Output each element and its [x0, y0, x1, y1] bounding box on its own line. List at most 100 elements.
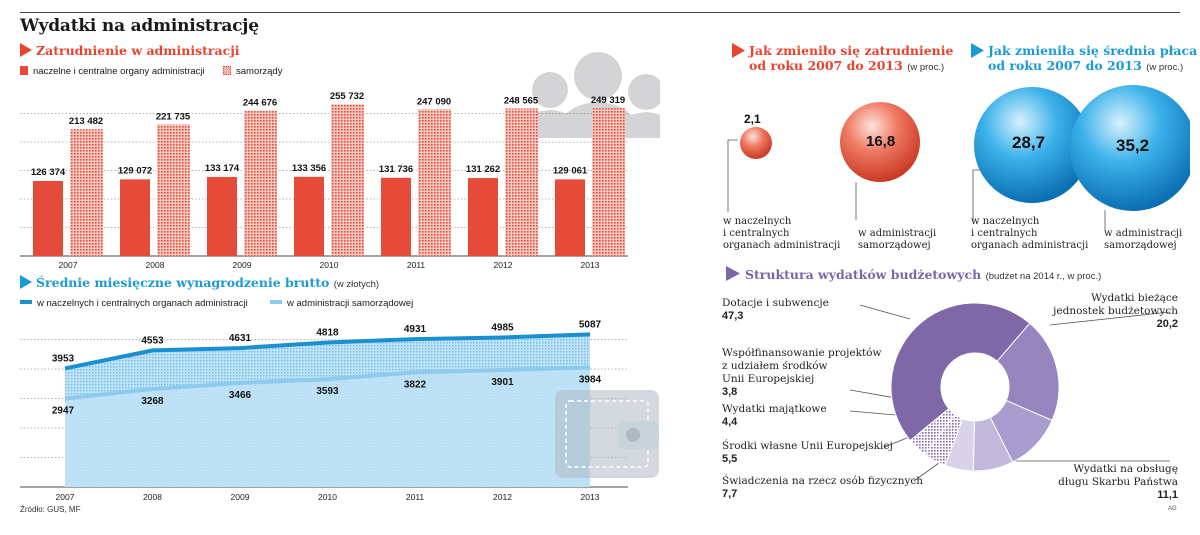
donut-label-7: Współfinansowanie projektów z udziałem śr… — [722, 347, 881, 399]
wage-change-title-line1: Jak zmieniła się średnia płaca — [988, 43, 1198, 58]
bubble-emp-central — [740, 127, 772, 159]
salary-label-central-2008: 4553 — [141, 335, 164, 346]
bar-label-local-2009: 244 676 — [243, 98, 277, 109]
salary-label-local-2012: 3901 — [491, 377, 514, 388]
slice-7 — [909, 407, 956, 456]
bar-local-2010 — [331, 104, 364, 256]
wallet-icon — [555, 390, 659, 478]
legend-label-central: naczelne i centralne organy administracj… — [33, 66, 205, 77]
legend-item-salary-local: w administracji samorządowej — [270, 298, 413, 309]
salary-label-central-2010: 4818 — [316, 327, 339, 338]
legend-label-salary-central: w naczelnych i centralnych organach admi… — [37, 298, 248, 309]
bar-label-local-2012: 248 565 — [504, 95, 539, 106]
x-tick-2010: 2010 — [320, 260, 339, 270]
slice-1 — [890, 302, 1031, 442]
donut-label-4: Świadczenia na rzecz osób fizycznych 7,7 — [722, 475, 923, 501]
section-arrow-budget — [726, 266, 740, 281]
bar-label-central-2007: 126 374 — [31, 167, 66, 178]
salary-label-local-2007: 2947 — [52, 406, 75, 417]
x-tick-2007: 2007 — [59, 260, 78, 270]
donut-label-line: Unii Europejskiej — [722, 373, 815, 385]
emp-local-label-line: w administracji — [858, 228, 937, 239]
x-tick-2011: 2011 — [406, 492, 425, 502]
source-note: Źródło: GUS, MF — [20, 505, 81, 514]
bar-label-central-2013: 129 061 — [553, 165, 588, 176]
wage-central-label-line: i centralnych — [971, 228, 1038, 239]
bar-label-local-2008: 221 735 — [156, 111, 191, 122]
section-arrow-emp-change — [732, 43, 745, 58]
legend-swatch-salary-local — [270, 300, 282, 304]
bar-label-central-2009: 133 174 — [205, 163, 240, 174]
donut-leader-2 — [1049, 311, 1171, 326]
emp-local-label-line: samorządowej — [858, 240, 931, 251]
emp-change-unit: (w proc.) — [907, 62, 945, 73]
wage-central-label: w naczelnych i centralnych organach admi… — [971, 216, 1088, 252]
donut-label-line: Wydatki bieżące — [1091, 292, 1178, 304]
bar-local-2012 — [505, 108, 538, 256]
x-tick-2010: 2010 — [318, 492, 337, 502]
wage-change-title-line2: od roku 2007 do 2013 — [988, 58, 1142, 73]
employment-title: Zatrudnienie w administracji — [36, 43, 240, 58]
donut-value: 3,8 — [722, 386, 738, 398]
donut-leader-6 — [849, 410, 897, 416]
salary-label-central-2013: 5087 — [579, 319, 602, 330]
donut-value: 20,2 — [1156, 318, 1178, 330]
bubble-wage-central — [974, 87, 1090, 203]
bar-label-local-2007: 213 482 — [69, 116, 103, 127]
wage-central-label-line: organach administracji — [971, 240, 1089, 251]
donut-value: 4,4 — [722, 416, 738, 428]
bar-local-2008 — [157, 124, 190, 256]
emp-change-title-line2: od roku 2007 do 2013 — [749, 58, 903, 73]
bar-label-central-2012: 131 262 — [466, 164, 500, 175]
donut-label-2: Wydatki bieżące jednostek budżetowych 20,2 — [1053, 292, 1178, 331]
wage-local-label-line: w administracji — [1104, 228, 1183, 239]
bar-central-2008 — [120, 179, 150, 256]
emp-central-label-line: w naczelnych — [723, 216, 792, 227]
x-tick-2008: 2008 — [146, 260, 165, 270]
x-tick-2013: 2013 — [581, 492, 600, 502]
legend-item-salary-central: w naczelnych i centralnych organach admi… — [20, 298, 248, 309]
emp-change-bubbles — [727, 102, 920, 220]
salary-label-central-2012: 4985 — [491, 322, 514, 333]
donut-label-line: Wydatki majątkowe — [722, 403, 827, 415]
donut-label-line: Współfinansowanie projektów — [722, 347, 882, 359]
salary-label-central-2011: 4931 — [404, 324, 427, 335]
donut-label-line: Wydatki na obsługę — [1073, 463, 1178, 475]
salary-title: Średnie miesięczne wynagrodzenie brutto … — [36, 275, 379, 290]
bar-central-2009 — [207, 176, 237, 256]
wage-change-unit: (w proc.) — [1146, 62, 1184, 73]
x-tick-2009: 2009 — [231, 492, 250, 502]
donut-label-line: Środki własne Unii Europejskiej — [722, 440, 893, 452]
legend-swatch-salary-central — [20, 300, 32, 304]
donut-label-line: Świadczenia na rzecz osób fizycznych — [722, 475, 924, 487]
donut-label-line: długu Skarbu Państwa — [1058, 476, 1178, 488]
salary-label-central-2009: 4631 — [229, 333, 252, 344]
salary-label-local-2011: 3822 — [404, 379, 427, 390]
section-arrow-salary — [20, 275, 32, 289]
wage-local-value: 35,2 — [1116, 136, 1150, 155]
slice-2 — [996, 322, 1060, 422]
salary-label-local-2013: 3984 — [579, 374, 602, 385]
bar-local-2007 — [70, 129, 103, 256]
legend-swatch-central — [20, 66, 28, 75]
wage-central-label-line: w naczelnych — [971, 216, 1040, 227]
legend-item-central: naczelne i centralne organy administracj… — [20, 66, 205, 77]
wage-local-label: w administracji samorządowej — [1104, 228, 1182, 252]
salary-label-local-2010: 3593 — [316, 386, 339, 397]
donut-label-line: z udziałem środków — [722, 360, 828, 372]
salary-area-chart: 3953 2947 4553 3268 4631 3466 4818 3593 4931 3822… — [20, 319, 659, 502]
line-local — [64, 365, 591, 401]
x-tick-2008: 2008 — [143, 492, 162, 502]
emp-central-label-line: organach administracji — [723, 240, 841, 251]
donut-label-3: Wydatki na obsługę długu Skarbu Państwa 11… — [1058, 463, 1178, 502]
line-central — [64, 332, 591, 371]
donut-label-5: Środki własne Unii Europejskiej 5,5 — [722, 440, 893, 466]
budget-unit: (budżet na 2014 r., w proc.) — [985, 271, 1102, 282]
x-tick-2009: 2009 — [233, 260, 252, 270]
bar-label-central-2010: 133 356 — [292, 163, 326, 174]
salary-unit: (w złotych) — [333, 279, 380, 290]
donut-value: 7,7 — [722, 488, 738, 500]
bar-label-central-2008: 129 072 — [118, 165, 152, 176]
wage-local-label-line: samorządowej — [1104, 240, 1177, 251]
emp-local-label: w administracji samorządowej — [858, 228, 936, 252]
